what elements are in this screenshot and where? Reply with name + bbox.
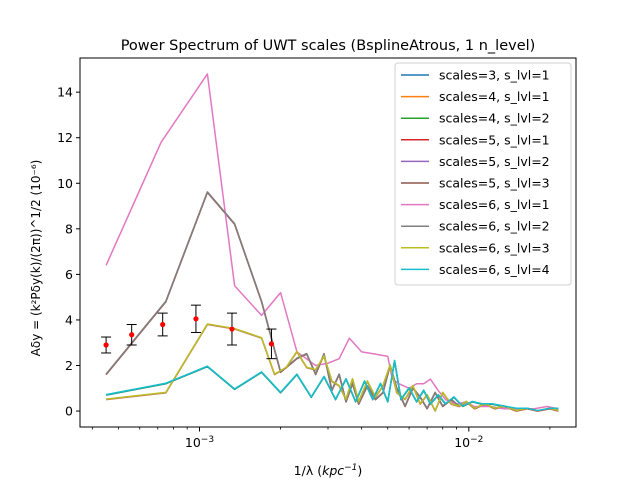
svg-text:scales=5, s_lvl=3: scales=5, s_lvl=3 [439,176,550,191]
svg-text:scales=6, s_lvl=2: scales=6, s_lvl=2 [439,219,550,234]
legend: scales=3, s_lvl=1 scales=4, s_lvl=1scales… [394,62,572,286]
y-tick-label: 4 [65,312,73,327]
svg-text:scales=5, s_lvl=2: scales=5, s_lvl=2 [439,154,550,169]
y-tick-label: 8 [65,221,73,236]
legend-box [394,62,572,286]
y-axis: 0 2 4 6 8 10 12 14 [57,85,80,419]
errorbar-point [190,304,201,333]
svg-text:scales=4, s_lvl=2: scales=4, s_lvl=2 [439,111,550,126]
x-tick-label: 10−2 [454,435,483,450]
svg-text:scales=3, s_lvl=1: scales=3, s_lvl=1 [439,68,550,83]
legend-entry: scales=6, s_lvl=2 [401,219,550,234]
error-bars [101,304,277,360]
legend-entry: scales=6, s_lvl=1 [401,197,550,212]
errorbar-point [101,336,112,354]
plot-curves [105,73,559,412]
errorbar-point [226,312,237,346]
legend-entry: scales=5, s_lvl=1 [401,132,550,147]
legend-entry: scales=6, s_lvl=4 [401,262,550,277]
errorbar-point [266,328,277,360]
legend-entry: scales=4, s_lvl=1 [401,89,550,104]
y-tick-label: 10 [57,176,73,191]
y-axis-label: Aδy = (k²Pδy(k)/(2π))^1/2 (10⁻⁶) [29,160,43,357]
series-line-9 [106,323,559,412]
legend-entry: scales=4, s_lvl=2 [401,111,550,126]
svg-text:scales=6, s_lvl=3: scales=6, s_lvl=3 [439,240,550,255]
series-line-2 [106,323,559,412]
svg-text:scales=6, s_lvl=1: scales=6, s_lvl=1 [439,197,550,212]
y-tick-label: 0 [65,404,73,419]
chart-title: Power Spectrum of UWT scales (BsplineAtr… [121,38,536,54]
legend-entry: scales=3, s_lvl=1 [401,68,550,83]
series-line-5 [106,323,559,412]
legend-entry: scales=5, s_lvl=3 [401,176,550,191]
y-tick-label: 2 [65,358,73,373]
x-axis-label: 1/λ (kpc−1) [294,463,363,478]
errorbar-point [157,312,168,337]
y-tick-label: 14 [57,85,73,100]
svg-text:scales=6, s_lvl=4: scales=6, s_lvl=4 [439,262,550,277]
x-axis: 10−3 10−2 [91,427,551,450]
svg-text:scales=4, s_lvl=1: scales=4, s_lvl=1 [439,89,550,104]
x-tick-label: 10−3 [185,435,214,450]
series-line-10 [105,359,559,412]
errorbar-point [126,324,137,346]
legend-entry: scales=6, s_lvl=3 [401,240,550,255]
legend-entry: scales=5, s_lvl=2 [401,154,550,169]
y-tick-label: 12 [57,130,73,145]
svg-text:scales=5, s_lvl=1: scales=5, s_lvl=1 [439,132,550,147]
y-tick-label: 6 [65,267,73,282]
